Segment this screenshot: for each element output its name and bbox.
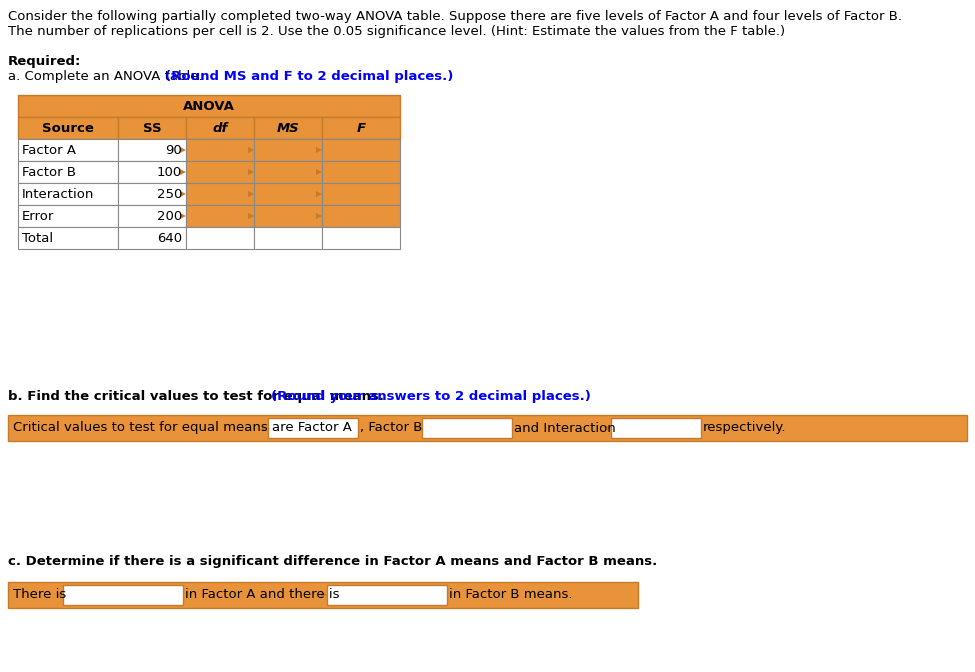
- Bar: [18, 205, 118, 227]
- Polygon shape: [180, 147, 186, 153]
- Bar: [186, 227, 254, 249]
- Bar: [322, 161, 400, 183]
- Bar: [186, 183, 254, 205]
- Bar: [18, 227, 118, 249]
- Text: in Factor A and there is: in Factor A and there is: [185, 589, 339, 601]
- Polygon shape: [180, 213, 186, 219]
- Bar: [118, 117, 186, 139]
- Bar: [18, 161, 118, 183]
- Text: There is: There is: [13, 589, 66, 601]
- Bar: [254, 227, 322, 249]
- Polygon shape: [316, 147, 322, 153]
- Bar: [422, 418, 512, 438]
- Polygon shape: [180, 191, 186, 197]
- Text: , Factor B: , Factor B: [360, 421, 422, 435]
- Bar: [118, 227, 186, 249]
- Polygon shape: [416, 425, 422, 431]
- Text: F: F: [357, 122, 366, 134]
- Bar: [611, 418, 701, 438]
- Text: 100: 100: [157, 165, 182, 179]
- Text: Error: Error: [22, 210, 55, 222]
- Bar: [18, 183, 118, 205]
- Bar: [18, 95, 400, 117]
- Bar: [322, 205, 400, 227]
- Bar: [254, 117, 322, 139]
- Polygon shape: [316, 169, 322, 175]
- Polygon shape: [248, 191, 254, 197]
- Text: ANOVA: ANOVA: [183, 99, 235, 112]
- Polygon shape: [57, 592, 63, 598]
- Bar: [186, 161, 254, 183]
- Bar: [254, 205, 322, 227]
- Bar: [118, 205, 186, 227]
- Text: 200: 200: [157, 210, 182, 222]
- Text: b. Find the critical values to test for equal means.: b. Find the critical values to test for …: [8, 390, 389, 403]
- Text: 640: 640: [157, 231, 182, 245]
- Bar: [254, 139, 322, 161]
- Bar: [18, 139, 118, 161]
- Bar: [8, 582, 638, 608]
- Text: MS: MS: [277, 122, 299, 134]
- Text: Factor B: Factor B: [22, 165, 76, 179]
- Text: Interaction: Interaction: [22, 187, 95, 200]
- Text: (Round your answers to 2 decimal places.): (Round your answers to 2 decimal places.…: [271, 390, 591, 403]
- Bar: [118, 139, 186, 161]
- Text: Required:: Required:: [8, 55, 81, 68]
- Bar: [322, 117, 400, 139]
- Bar: [322, 183, 400, 205]
- Text: 250: 250: [157, 187, 182, 200]
- Text: The number of replications per cell is 2. Use the 0.05 significance level. (Hint: The number of replications per cell is 2…: [8, 25, 785, 38]
- Bar: [63, 585, 183, 605]
- Polygon shape: [321, 592, 327, 598]
- Bar: [268, 418, 358, 438]
- Text: Consider the following partially completed two-way ANOVA table. Suppose there ar: Consider the following partially complet…: [8, 10, 902, 23]
- Bar: [118, 161, 186, 183]
- Bar: [254, 183, 322, 205]
- Text: c. Determine if there is a significant difference in Factor A means and Factor B: c. Determine if there is a significant d…: [8, 555, 657, 568]
- Bar: [18, 117, 118, 139]
- Bar: [186, 139, 254, 161]
- Polygon shape: [262, 425, 268, 431]
- Text: Total: Total: [22, 231, 53, 245]
- Text: and Interaction: and Interaction: [514, 421, 616, 435]
- Bar: [8, 415, 967, 441]
- Bar: [254, 161, 322, 183]
- Bar: [186, 205, 254, 227]
- Bar: [327, 585, 447, 605]
- Polygon shape: [316, 213, 322, 219]
- Polygon shape: [248, 169, 254, 175]
- Bar: [322, 227, 400, 249]
- Bar: [322, 139, 400, 161]
- Polygon shape: [248, 147, 254, 153]
- Bar: [186, 117, 254, 139]
- Bar: [118, 183, 186, 205]
- Polygon shape: [180, 169, 186, 175]
- Polygon shape: [248, 213, 254, 219]
- Polygon shape: [316, 191, 322, 197]
- Text: Factor A: Factor A: [22, 144, 76, 157]
- Text: in Factor B means.: in Factor B means.: [449, 589, 572, 601]
- Text: Critical values to test for equal means are Factor A: Critical values to test for equal means …: [13, 421, 352, 435]
- Text: 90: 90: [165, 144, 182, 157]
- Text: a. Complete an ANOVA table.: a. Complete an ANOVA table.: [8, 70, 207, 83]
- Text: respectively.: respectively.: [703, 421, 787, 435]
- Text: Source: Source: [42, 122, 94, 134]
- Text: (Round MS and F to 2 decimal places.): (Round MS and F to 2 decimal places.): [165, 70, 453, 83]
- Text: SS: SS: [142, 122, 161, 134]
- Text: df: df: [213, 122, 227, 134]
- Polygon shape: [605, 425, 611, 431]
